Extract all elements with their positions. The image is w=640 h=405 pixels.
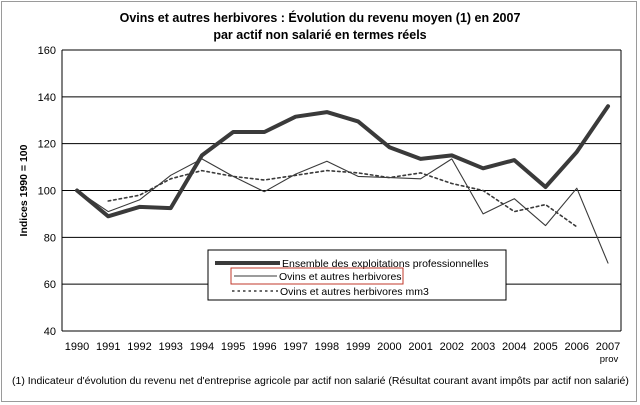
x-tick-sublabel: prov bbox=[600, 354, 619, 365]
legend-label-2: Ovins et autres herbivores bbox=[279, 271, 402, 283]
x-tick-label: 2005 bbox=[533, 341, 557, 353]
y-tick-label: 40 bbox=[44, 326, 56, 338]
x-tick-label: 1994 bbox=[190, 341, 214, 353]
chart-title-block: Ovins et autres herbivores : Évolution d… bbox=[0, 10, 640, 44]
x-tick-label: 1992 bbox=[127, 341, 151, 353]
legend-label-3: Ovins et autres herbivores mm3 bbox=[280, 286, 429, 298]
x-tick-label: 2006 bbox=[565, 341, 589, 353]
x-tick-label: 2003 bbox=[471, 341, 495, 353]
series-line-2 bbox=[76, 158, 609, 264]
legend-highlight-box bbox=[230, 267, 404, 285]
chart-subtitle: par actif non salarié en termes réels bbox=[213, 28, 427, 42]
y-tick-label: 80 bbox=[44, 232, 56, 244]
y-tick-label: 140 bbox=[38, 92, 56, 104]
x-tick-label: 1997 bbox=[283, 341, 307, 353]
x-tick-label: 1996 bbox=[252, 341, 276, 353]
x-tick-label: 2002 bbox=[440, 341, 464, 353]
y-tick-label: 120 bbox=[38, 139, 56, 151]
x-tick-label: 1999 bbox=[346, 341, 370, 353]
series-line-3 bbox=[107, 169, 578, 228]
chart-title: Ovins et autres herbivores : Évolution d… bbox=[119, 11, 521, 25]
x-tick-label: 1991 bbox=[96, 341, 120, 353]
y-tick-label: 100 bbox=[38, 186, 56, 198]
legend-box bbox=[207, 249, 507, 301]
x-tick-label: 1995 bbox=[221, 341, 245, 353]
x-tick-label: 2007 bbox=[596, 341, 620, 353]
x-tick-label: 2000 bbox=[377, 341, 401, 353]
legend-label-1: Ensemble des exploitations professionnel… bbox=[282, 258, 489, 270]
y-tick-label: 160 bbox=[38, 45, 56, 57]
x-tick-label: 1998 bbox=[315, 341, 339, 353]
y-tick-label: 60 bbox=[44, 279, 56, 291]
x-tick-label: 2004 bbox=[502, 341, 526, 353]
x-tick-label: 2001 bbox=[408, 341, 432, 353]
y-axis-label: Indices 1990 = 100 bbox=[18, 144, 30, 236]
footnote: (1) Indicateur d'évolution du revenu net… bbox=[12, 375, 629, 387]
x-tick-label: 1990 bbox=[65, 341, 89, 353]
series-line-1 bbox=[75, 104, 610, 219]
x-tick-label: 1993 bbox=[158, 341, 182, 353]
